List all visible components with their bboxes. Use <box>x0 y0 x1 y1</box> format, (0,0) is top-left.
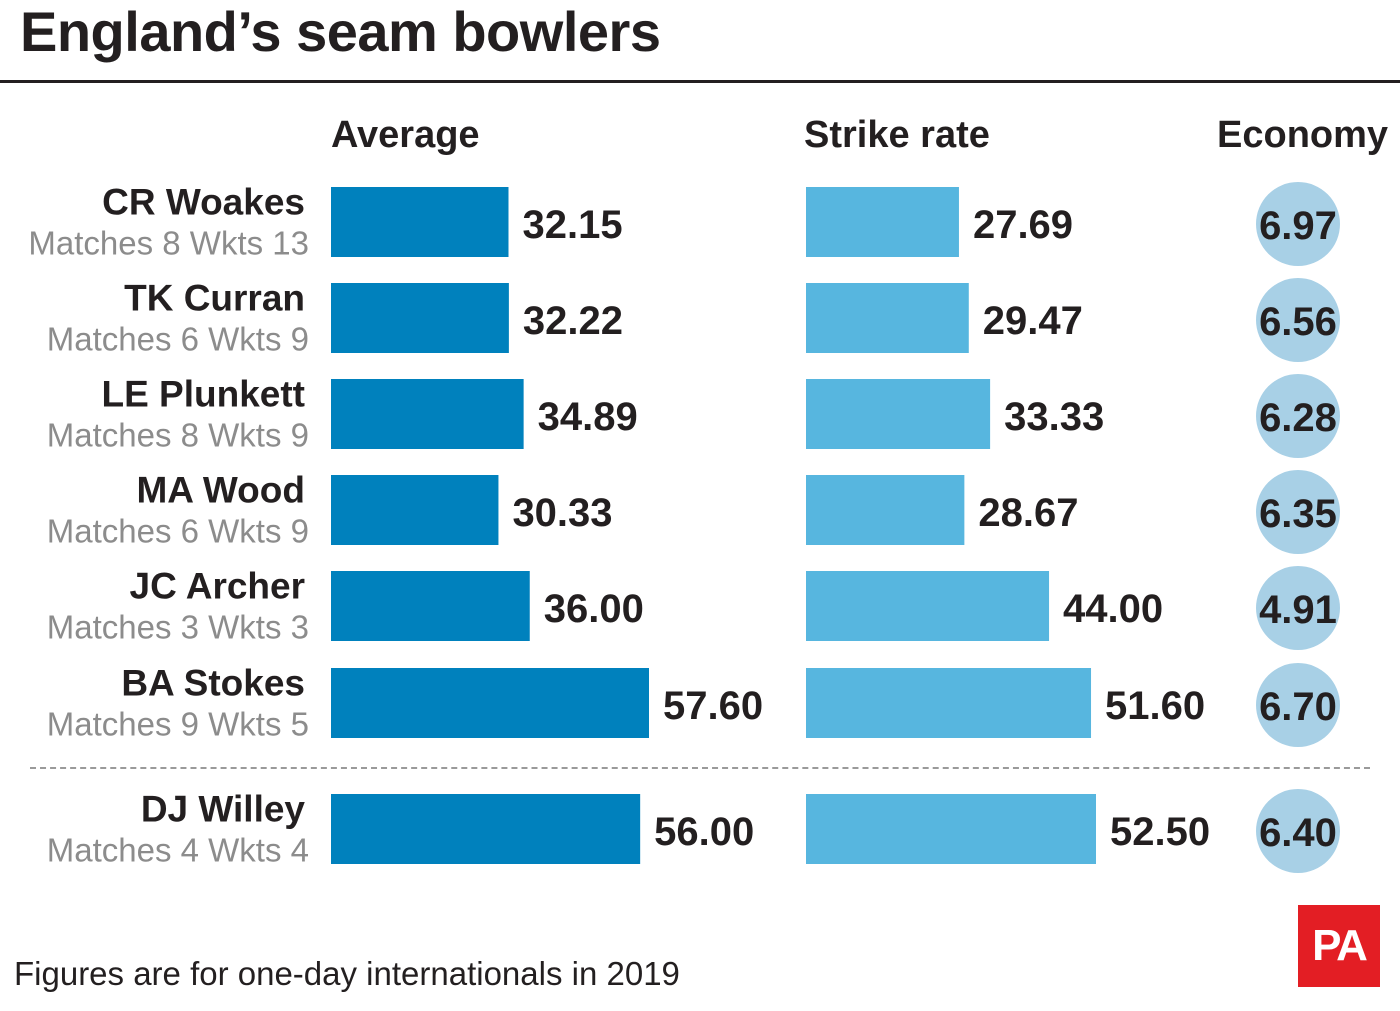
average-header: Average <box>331 114 480 156</box>
pa-logo: PA <box>1298 905 1380 987</box>
strike-rate-header: Strike rate <box>804 114 990 156</box>
bowler-name-ma-wood: MA Wood <box>136 470 305 511</box>
economy-circle-ma-wood <box>1256 470 1340 554</box>
average-bar-dj-willey <box>331 794 641 864</box>
economy-circle-le-plunkett <box>1256 374 1340 458</box>
economy-circle-dj-willey <box>1256 789 1340 873</box>
average-label-jc-archer: 36.00 <box>544 587 644 631</box>
average-label-ma-wood: 30.33 <box>512 491 612 535</box>
average-bar-ma-wood <box>331 475 499 545</box>
economy-circle-jc-archer <box>1256 566 1340 650</box>
average-label-cr-woakes: 32.15 <box>522 203 622 247</box>
footnote: Figures are for one-day internationals i… <box>14 955 680 992</box>
strike-rate-label-cr-woakes: 27.69 <box>973 203 1073 247</box>
economy-circle-tk-curran <box>1256 278 1340 362</box>
economy-label-dj-willey: 6.40 <box>1259 811 1337 855</box>
bowler-stats-jc-archer: Matches 3 Wkts 3 <box>47 609 309 646</box>
strike-rate-label-jc-archer: 44.00 <box>1063 587 1163 631</box>
average-label-ba-stokes: 57.60 <box>663 684 763 728</box>
strike-rate-bar-cr-woakes <box>806 187 959 257</box>
chart-title: England’s seam bowlers <box>20 0 661 63</box>
economy-circle-ba-stokes <box>1256 663 1340 747</box>
bowler-name-dj-willey: DJ Willey <box>141 789 306 830</box>
average-bar-le-plunkett <box>331 379 524 449</box>
bowler-stats-dj-willey: Matches 4 Wkts 4 <box>47 832 309 869</box>
economy-label-ba-stokes: 6.70 <box>1259 685 1337 729</box>
average-bar-jc-archer <box>331 571 530 641</box>
economy-label-cr-woakes: 6.97 <box>1259 204 1337 248</box>
economy-header: Economy <box>1217 114 1389 156</box>
average-bar-ba-stokes <box>331 668 649 738</box>
bowler-name-tk-curran: TK Curran <box>124 278 305 319</box>
average-label-dj-willey: 56.00 <box>654 810 754 854</box>
willey-divider <box>30 767 1370 769</box>
strike-rate-bar-tk-curran <box>806 283 969 353</box>
strike-rate-bar-jc-archer <box>806 571 1050 641</box>
strike-rate-label-tk-curran: 29.47 <box>983 299 1083 343</box>
strike-rate-label-le-plunkett: 33.33 <box>1004 395 1104 439</box>
bowler-name-jc-archer: JC Archer <box>130 566 305 607</box>
average-bar-tk-curran <box>331 283 509 353</box>
strike-rate-bar-ba-stokes <box>806 668 1092 738</box>
bowler-stats-tk-curran: Matches 6 Wkts 9 <box>47 321 309 358</box>
title-rule <box>0 80 1400 83</box>
economy-label-ma-wood: 6.35 <box>1259 492 1337 536</box>
strike-rate-label-dj-willey: 52.50 <box>1110 810 1210 854</box>
economy-label-tk-curran: 6.56 <box>1259 300 1337 344</box>
strike-rate-bar-ma-wood <box>806 475 965 545</box>
average-label-le-plunkett: 34.89 <box>538 395 638 439</box>
strike-rate-bar-le-plunkett <box>806 379 991 449</box>
strike-rate-bar-dj-willey <box>806 794 1096 864</box>
bowler-stats-ba-stokes: Matches 9 Wkts 5 <box>47 706 309 743</box>
bowler-name-ba-stokes: BA Stokes <box>121 663 305 704</box>
bowler-name-le-plunkett: LE Plunkett <box>101 374 305 415</box>
bowler-stats-le-plunkett: Matches 8 Wkts 9 <box>47 417 309 454</box>
strike-rate-label-ma-wood: 28.67 <box>978 491 1078 535</box>
bowler-name-cr-woakes: CR Woakes <box>102 182 305 223</box>
economy-circle-cr-woakes <box>1256 182 1340 266</box>
average-label-tk-curran: 32.22 <box>523 299 623 343</box>
bowler-stats-ma-wood: Matches 6 Wkts 9 <box>47 513 309 550</box>
average-bar-cr-woakes <box>331 187 509 257</box>
economy-label-jc-archer: 4.91 <box>1259 588 1337 632</box>
economy-label-le-plunkett: 6.28 <box>1259 396 1337 440</box>
bowler-stats-cr-woakes: Matches 8 Wkts 13 <box>28 225 309 262</box>
strike-rate-label-ba-stokes: 51.60 <box>1105 684 1205 728</box>
